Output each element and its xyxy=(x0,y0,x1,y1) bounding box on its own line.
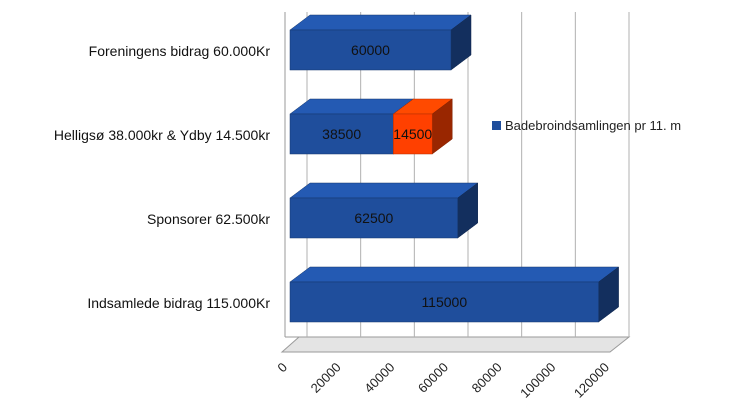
bar-top-face xyxy=(289,182,479,199)
data-label: 60000 xyxy=(351,42,390,58)
chart-floor xyxy=(280,336,631,353)
bar xyxy=(289,29,452,71)
x-tick-label: 80000 xyxy=(469,360,505,396)
x-tick-label: 0 xyxy=(274,360,290,376)
bar xyxy=(393,113,433,155)
data-label: 38500 xyxy=(322,126,361,142)
bars-group: 60000 38500 14500 62500 115000 xyxy=(289,14,620,323)
category-labels: Foreningens bidrag 60.000Kr Helligsø 38.0… xyxy=(54,43,270,311)
legend: Badebroindsamlingen pr 11. m xyxy=(492,118,681,133)
legend-swatch xyxy=(492,121,501,130)
bar-top-face xyxy=(289,98,415,115)
category-label: Foreningens bidrag 60.000Kr xyxy=(89,43,271,59)
bar-top-face xyxy=(289,266,620,283)
category-label: Indsamlede bidrag 115.000Kr xyxy=(87,295,270,311)
category-label: Sponsorer 62.500kr xyxy=(147,211,270,227)
x-tick-label: 60000 xyxy=(415,360,451,396)
data-label: 62500 xyxy=(354,210,393,226)
x-tick-label: 40000 xyxy=(361,360,397,396)
data-label: 115000 xyxy=(421,294,467,310)
x-tick-label: 120000 xyxy=(571,360,612,401)
bar-top-face xyxy=(289,14,472,31)
category-label: Helligsø 38.000kr & Ydby 14.500kr xyxy=(54,127,270,143)
x-tick-label: 100000 xyxy=(517,360,558,401)
bar xyxy=(289,197,458,239)
bar xyxy=(289,281,599,323)
data-label: 14500 xyxy=(393,126,432,142)
x-tick-label: 20000 xyxy=(308,360,344,396)
x-tick-labels: 0 20000 40000 60000 80000 100000 120000 xyxy=(274,360,612,401)
legend-label: Badebroindsamlingen pr 11. m xyxy=(505,118,681,133)
bar xyxy=(289,113,394,155)
